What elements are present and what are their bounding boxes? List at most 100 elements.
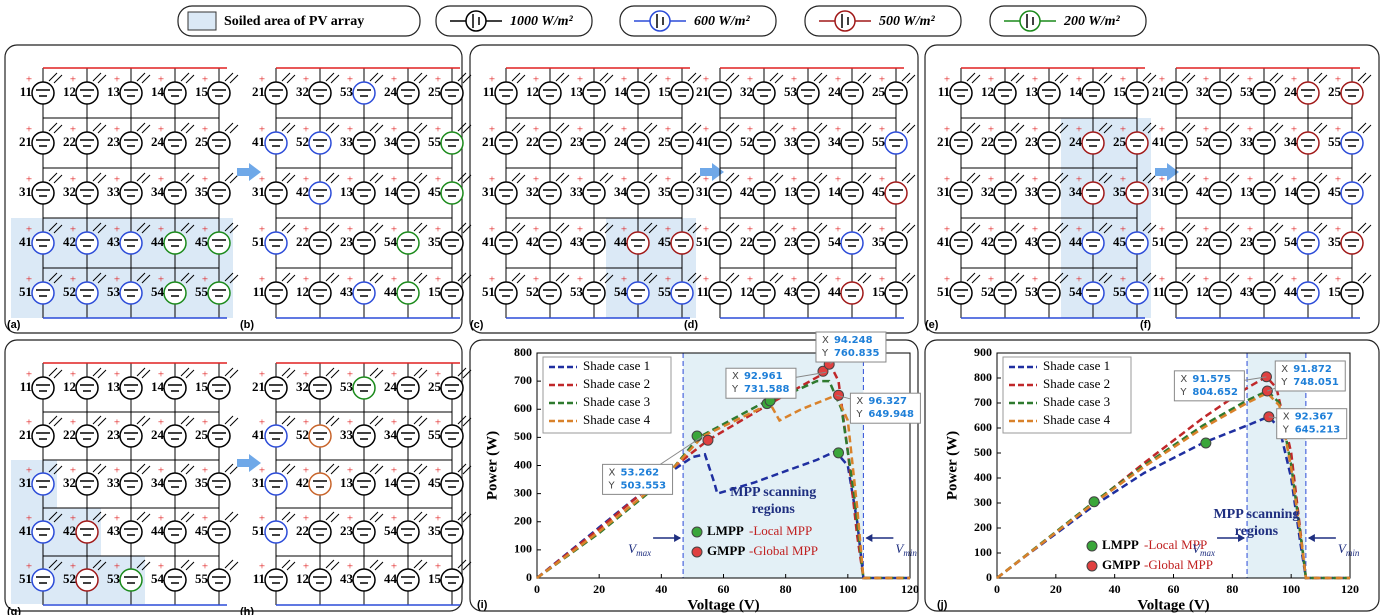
module-label: 45 (195, 523, 209, 538)
pv-module (32, 232, 54, 254)
pv-module (208, 521, 230, 543)
sun-arrow (556, 223, 564, 231)
pv-module (208, 377, 230, 399)
module-label: 54 (828, 234, 842, 249)
pv-module (1209, 82, 1231, 104)
module-label: 23 (784, 234, 798, 249)
x-tick-label: 80 (1226, 582, 1238, 596)
sun-arrow (93, 416, 101, 424)
pv-module (208, 232, 230, 254)
sun-arrow (1226, 223, 1234, 231)
pv-module (441, 425, 463, 447)
module-label: 55 (1113, 284, 1127, 299)
sun-arrow (282, 368, 290, 376)
pv-module (208, 182, 230, 204)
pv-module (627, 82, 649, 104)
pv-module (1297, 182, 1319, 204)
pv-module (353, 425, 375, 447)
module-label: 44 (151, 234, 165, 249)
datatip-x: 92.961 (744, 371, 783, 382)
sun-arrow (282, 73, 290, 81)
sun-arrow (93, 464, 101, 472)
sun-arrow (230, 562, 238, 570)
module-label: 51 (1152, 234, 1165, 249)
module-label: 51 (252, 234, 265, 249)
sun-arrow (287, 370, 295, 378)
sun-arrow (414, 273, 422, 281)
gmpp-legend-marker (692, 547, 702, 557)
sun-arrow (517, 125, 525, 133)
x-tick-label: 40 (655, 582, 667, 596)
gmpp-legend-desc: -Global MPP (749, 543, 818, 558)
lmpp-marker (1201, 438, 1211, 448)
sun-arrow (1226, 273, 1234, 281)
sun-arrow (907, 175, 915, 183)
module-label: 41 (252, 134, 265, 149)
module-label: 23 (340, 234, 354, 249)
sun-arrow (370, 123, 378, 131)
pv-module (397, 82, 419, 104)
module-label: 24 (151, 134, 165, 149)
pv-module (265, 132, 287, 154)
module-label: 23 (570, 134, 584, 149)
sun-arrow (775, 175, 783, 183)
pv-module (841, 132, 863, 154)
pv-module (208, 82, 230, 104)
sun-arrow (605, 175, 613, 183)
pv-module (1341, 82, 1363, 104)
module-label: 13 (340, 184, 354, 199)
sun-arrow (54, 125, 62, 133)
module-label: 23 (107, 134, 121, 149)
pv-module (353, 473, 375, 495)
sun-arrow (1319, 125, 1327, 133)
sun-arrow (331, 125, 339, 133)
pv-module (397, 282, 419, 304)
v-subscript: min (1346, 548, 1360, 558)
module-label: 35 (195, 184, 209, 199)
module-label: 52 (740, 134, 753, 149)
module-label: 45 (1113, 234, 1127, 249)
y-tick-label: 300 (974, 495, 992, 509)
module-label: 35 (1328, 234, 1342, 249)
sun-arrow (1016, 175, 1024, 183)
module-label: 33 (570, 184, 584, 199)
module-label: 24 (384, 379, 398, 394)
sun-arrow (331, 75, 339, 83)
module-label: 44 (1284, 284, 1298, 299)
x-tick-label: 0 (994, 582, 1000, 596)
sun-arrow (1231, 125, 1239, 133)
pv-module (353, 521, 375, 543)
module-label: 15 (1328, 284, 1342, 299)
module-label: 31 (482, 184, 495, 199)
v-label: Vmax (628, 541, 651, 558)
sun-arrow (98, 125, 106, 133)
sun-arrow (726, 223, 734, 231)
sun-arrow (370, 73, 378, 81)
sun-arrow (326, 73, 334, 81)
sun-arrow (1314, 273, 1322, 281)
module-label: 22 (296, 234, 309, 249)
sun-arrow (230, 125, 238, 133)
lmpp-legend-desc: -Local MPP (749, 523, 812, 538)
x-tick-label: 60 (1168, 582, 1180, 596)
x-axis-label: Voltage (V) (1137, 597, 1209, 613)
sun-arrow (419, 514, 427, 522)
sun-arrow (1363, 75, 1371, 83)
sun-arrow (137, 123, 145, 131)
pv-module (994, 82, 1016, 104)
pv-module (753, 132, 775, 154)
sun-arrow (863, 75, 871, 83)
pv-module (76, 473, 98, 495)
module-label: 13 (107, 379, 121, 394)
module-label: 22 (296, 523, 309, 538)
datatip-y-label: Y (1179, 387, 1187, 398)
sun-arrow (282, 173, 290, 181)
module-label: 33 (340, 134, 354, 149)
x-tick-label: 0 (534, 582, 540, 596)
sun-arrow (287, 562, 295, 570)
module-label: 22 (981, 134, 994, 149)
sun-arrow (693, 175, 701, 183)
x-tick-label: 20 (593, 582, 605, 596)
sun-arrow (181, 560, 189, 568)
module-label: 41 (19, 523, 32, 538)
